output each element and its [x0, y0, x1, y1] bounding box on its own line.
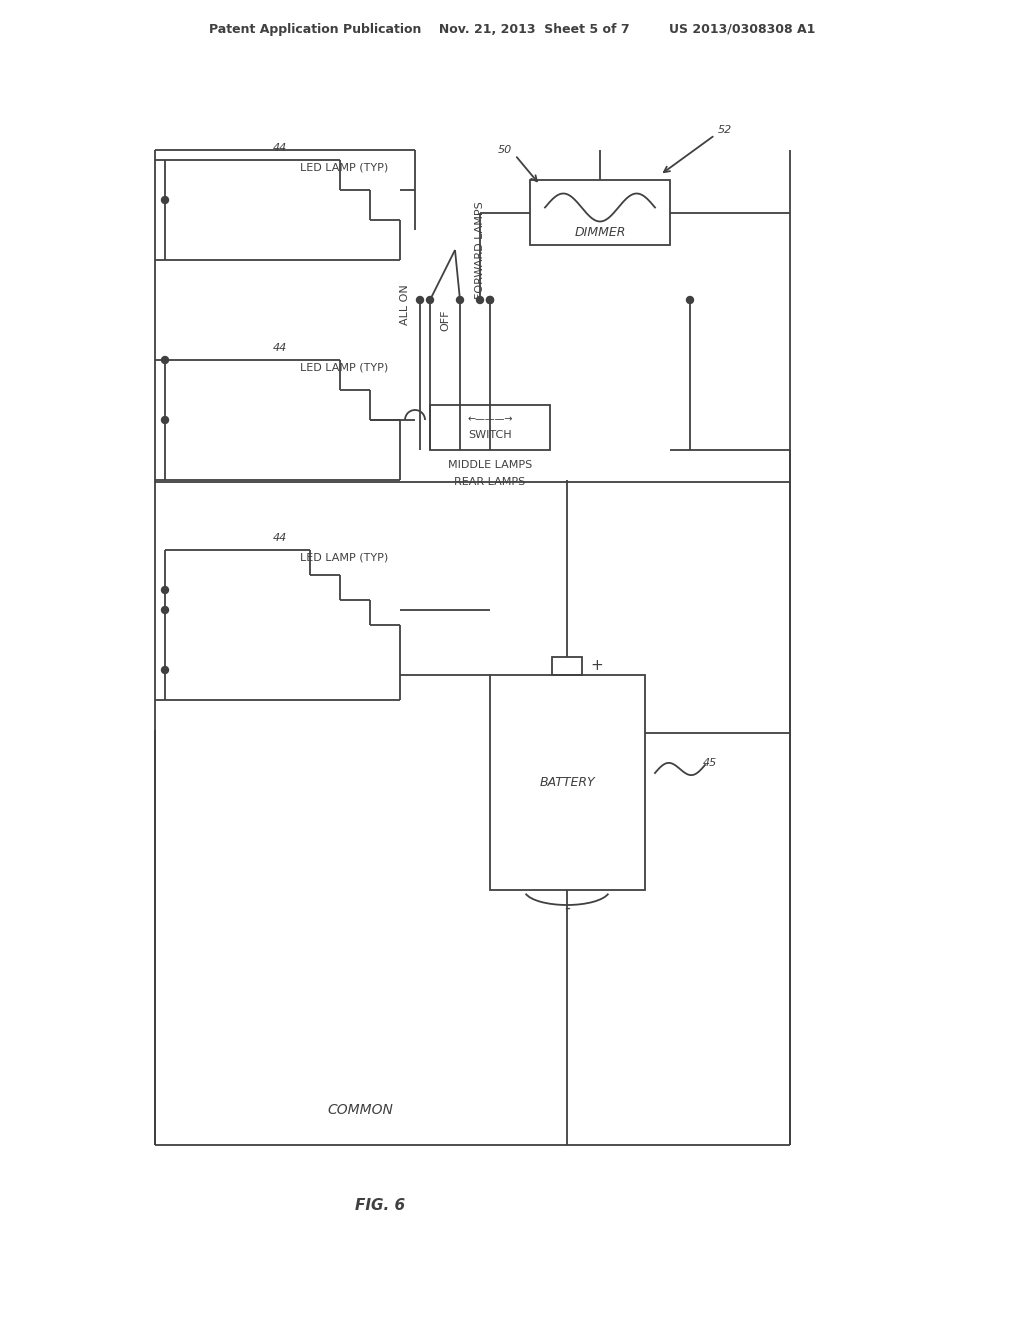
Text: LED LAMP (TYP): LED LAMP (TYP): [300, 363, 388, 374]
Text: 45: 45: [702, 758, 717, 768]
Circle shape: [162, 417, 169, 424]
Bar: [552, 657, 582, 675]
Circle shape: [686, 297, 693, 304]
Text: ALL ON: ALL ON: [400, 285, 410, 325]
Text: 44: 44: [272, 143, 287, 153]
Text: -: -: [564, 899, 570, 917]
Circle shape: [417, 297, 424, 304]
Text: OFF: OFF: [440, 309, 450, 331]
Text: +: +: [591, 659, 603, 673]
Text: COMMON: COMMON: [327, 1104, 393, 1117]
Circle shape: [162, 606, 169, 614]
Bar: [530, 180, 670, 246]
Text: SWITCH: SWITCH: [468, 430, 512, 441]
Bar: [490, 675, 645, 890]
Circle shape: [162, 586, 169, 594]
Text: LED LAMP (TYP): LED LAMP (TYP): [300, 553, 388, 564]
Text: LED LAMP (TYP): LED LAMP (TYP): [300, 162, 388, 173]
Text: ←———→: ←———→: [467, 414, 513, 425]
Circle shape: [457, 297, 464, 304]
Text: 52: 52: [718, 125, 732, 135]
Text: 44: 44: [272, 533, 287, 543]
Text: 44: 44: [272, 343, 287, 352]
Text: MIDDLE LAMPS: MIDDLE LAMPS: [447, 459, 532, 470]
Bar: [430, 405, 550, 450]
Text: FIG. 6: FIG. 6: [355, 1197, 406, 1213]
Text: DIMMER: DIMMER: [574, 227, 626, 239]
Circle shape: [162, 667, 169, 673]
Circle shape: [162, 197, 169, 203]
Text: 50: 50: [498, 145, 512, 154]
Circle shape: [486, 297, 494, 304]
Circle shape: [486, 297, 494, 304]
Circle shape: [162, 356, 169, 363]
Circle shape: [427, 297, 433, 304]
Text: BATTERY: BATTERY: [540, 776, 595, 789]
Text: Patent Application Publication    Nov. 21, 2013  Sheet 5 of 7         US 2013/03: Patent Application Publication Nov. 21, …: [209, 24, 815, 37]
Circle shape: [476, 297, 483, 304]
Text: FORWARD LAMPS: FORWARD LAMPS: [475, 201, 485, 298]
Text: REAR LAMPS: REAR LAMPS: [455, 477, 525, 487]
